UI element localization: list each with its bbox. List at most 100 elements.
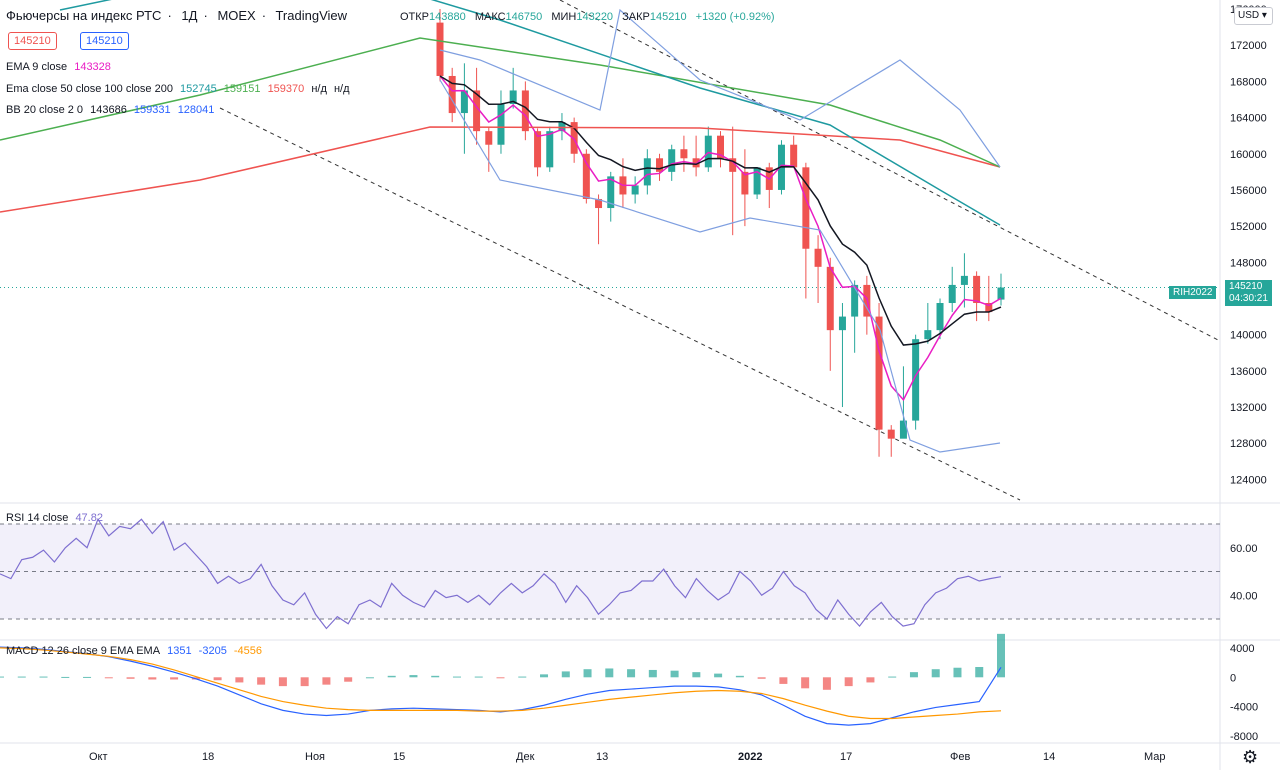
macd-histogram-bar [235, 677, 244, 683]
bb-legend[interactable]: BB 20 close 2 0 143686 159331 128041 [6, 104, 218, 116]
macd-histogram-bar [322, 677, 331, 685]
rsi-legend[interactable]: RSI 14 close 47.82 [6, 512, 107, 524]
candle-body [704, 135, 712, 168]
x-tick-label: 13 [596, 751, 608, 763]
x-tick-label: Окт [89, 751, 108, 763]
low-key: МИН [551, 11, 577, 23]
rsi-y-tick: 60.00 [1230, 543, 1258, 555]
rsi-y-tick: 40.00 [1230, 590, 1258, 602]
candle-body [973, 275, 981, 304]
symbol-tag: RIH2022 [1169, 286, 1217, 299]
currency-selector[interactable]: USD ▾ [1234, 7, 1273, 25]
macd-histogram-bar [213, 677, 222, 681]
na-value-1: н/д [311, 83, 327, 95]
macd-histogram-bar [997, 633, 1005, 678]
macd-histogram-bar [627, 669, 636, 678]
y-tick-label: 136000 [1230, 366, 1267, 378]
interval-label[interactable]: 1Д [181, 8, 198, 23]
sell-price-box[interactable]: 145210 [8, 32, 57, 50]
trend-line-upper [559, 0, 1219, 341]
candle-body [936, 303, 944, 331]
macd-histogram-bar [518, 676, 527, 678]
high-key: МАКС [474, 11, 506, 23]
macd-y-tick: -4000 [1230, 702, 1258, 714]
y-tick-label: 168000 [1230, 76, 1267, 88]
currency-label: USD [1238, 10, 1260, 21]
macd-histogram-bar [540, 674, 549, 678]
macd-histogram-bar [648, 669, 657, 678]
macd-histogram-bar [474, 676, 483, 678]
ema50-line [59, 0, 1001, 226]
candle-body [656, 158, 664, 172]
rsi-line [0, 517, 1002, 630]
macd-histogram-bar [452, 676, 461, 678]
macd-histogram-bar [909, 672, 918, 678]
candle-body [875, 316, 883, 430]
candle-body [838, 316, 846, 331]
candle-body [960, 275, 968, 285]
open-key: ОТКР [400, 11, 430, 23]
symbol-title[interactable]: Фьючерсы на индекс РТС [6, 8, 162, 23]
macd-histogram-bar [779, 677, 788, 684]
candle-body [729, 158, 737, 172]
candle-body [460, 90, 468, 114]
chart-header: Фьючерсы на индекс РТС · 1Д · MOEX · Tradin… [6, 8, 348, 23]
close-value: 145210 [649, 11, 687, 23]
macd-histogram-bar [931, 669, 940, 678]
exchange-label: MOEX [217, 8, 256, 23]
macd-histogram-bar [431, 675, 440, 678]
candle-body [534, 131, 542, 168]
candle-body [899, 420, 907, 439]
macd-histogram-bar [866, 677, 875, 683]
y-tick-label: 140000 [1230, 330, 1267, 342]
price-tag: 145210 04:30:21 [1225, 280, 1272, 306]
candle-body [631, 185, 639, 195]
chevron-down-icon: ▾ [1261, 10, 1267, 21]
buy-price-box[interactable]: 145210 [80, 32, 129, 50]
signal-line [0, 647, 1002, 720]
macd-signal-value: -4556 [233, 645, 263, 657]
y-tick-label: 132000 [1230, 402, 1267, 414]
macd-label: MACD 12 26 close 9 EMA EMA [6, 645, 161, 657]
macd-histogram-bar [104, 677, 113, 679]
x-tick-label: 14 [1043, 751, 1055, 763]
candle-body [753, 167, 761, 195]
ohlc-readout: ОТКР143880 МАКС146750 МИН143220 ЗАКР1452… [400, 11, 781, 23]
rsi-label: RSI 14 close [6, 512, 69, 524]
ema200-line [0, 126, 1001, 213]
open-value: 143880 [429, 11, 466, 23]
candle-body [997, 287, 1005, 300]
source-label: TradingView [275, 8, 348, 23]
macd-histogram-bar [735, 675, 744, 678]
ema9-legend[interactable]: EMA 9 close 143328 [6, 61, 115, 73]
candle-body [558, 122, 566, 132]
macd-histogram-bar [714, 673, 723, 678]
bb-upper-line [439, 8, 1001, 168]
macd-histogram-bar [257, 677, 266, 685]
candle-body [436, 22, 444, 76]
bb-lower-value: 128041 [177, 104, 215, 116]
ema-multi-legend[interactable]: Ema close 50 close 100 close 200 152745 … [6, 83, 354, 95]
macd-histogram-bar [583, 669, 592, 678]
macd-histogram-bar [605, 668, 614, 678]
macd-y-tick: 0 [1230, 672, 1236, 684]
macd-legend[interactable]: MACD 12 26 close 9 EMA EMA 1351 -3205 -4… [6, 645, 266, 657]
y-tick-label: 128000 [1230, 438, 1267, 450]
macd-histogram-bar [757, 677, 766, 679]
macd-histogram-bar [888, 676, 897, 678]
candle-body [595, 198, 603, 209]
candle-body [790, 144, 798, 168]
macd-histogram-bar [0, 676, 4, 678]
x-tick-label: Мар [1144, 751, 1166, 763]
macd-histogram-bar [126, 677, 135, 679]
ema50-value: 152745 [180, 83, 217, 95]
settings-gear-icon[interactable]: ⚙ [1242, 747, 1259, 767]
ema9-line [439, 75, 1002, 402]
x-tick-label: 15 [393, 751, 405, 763]
candle-body [741, 171, 749, 195]
x-tick-label: Ноя [305, 751, 325, 763]
ema100-value: 159151 [223, 83, 261, 95]
macd-line [0, 646, 1002, 726]
